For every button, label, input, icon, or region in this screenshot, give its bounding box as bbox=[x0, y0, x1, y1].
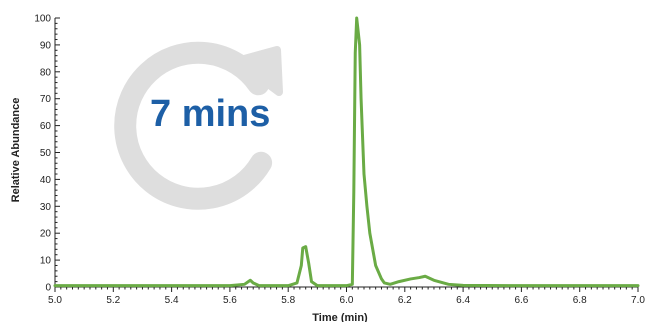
x-tick-label: 6.4 bbox=[456, 295, 470, 306]
series-layer bbox=[53, 16, 640, 288]
x-ticks: 5.0 5.2 5.4 5.6 5.8 6.0 6.2 6.4 6.6 6.8 7.0 bbox=[48, 287, 645, 306]
x-tick-label: 5.0 bbox=[48, 295, 62, 306]
x-tick-label: 5.2 bbox=[106, 295, 120, 306]
x-axis-title: Time (min) bbox=[312, 312, 368, 322]
circular-arrow-icon bbox=[114, 41, 283, 210]
y-axis-title: Relative Abundance bbox=[10, 98, 22, 203]
y-tick-label: 10 bbox=[40, 256, 52, 267]
series-line-0 bbox=[53, 16, 640, 288]
duration-label: 7 mins bbox=[150, 93, 270, 135]
x-tick-label: 6.2 bbox=[398, 295, 412, 306]
y-tick-label: 30 bbox=[40, 202, 52, 213]
y-tick-label: 70 bbox=[40, 94, 52, 105]
x-tick-label: 6.6 bbox=[514, 295, 528, 306]
x-tick-label: 6.8 bbox=[573, 295, 587, 306]
x-tick-label: 6.0 bbox=[340, 295, 354, 306]
y-tick-label: 100 bbox=[34, 14, 51, 25]
x-tick-label: 5.8 bbox=[281, 295, 295, 306]
y-tick-label: 40 bbox=[40, 175, 52, 186]
circular-arrow-head bbox=[233, 46, 283, 96]
y-ticks: 0 10 20 30 40 50 60 70 80 90 100 bbox=[34, 14, 60, 294]
y-tick-label: 90 bbox=[40, 40, 52, 51]
circular-arrow-arc bbox=[114, 41, 273, 210]
x-tick-label: 5.4 bbox=[165, 295, 179, 306]
y-tick-label: 0 bbox=[45, 283, 51, 294]
x-tick-label: 5.6 bbox=[223, 295, 237, 306]
y-tick-label: 80 bbox=[40, 67, 52, 78]
x-tick-label: 7.0 bbox=[631, 295, 645, 306]
y-tick-label: 20 bbox=[40, 229, 52, 240]
y-tick-label: 60 bbox=[40, 121, 52, 132]
y-tick-label: 50 bbox=[40, 148, 52, 159]
